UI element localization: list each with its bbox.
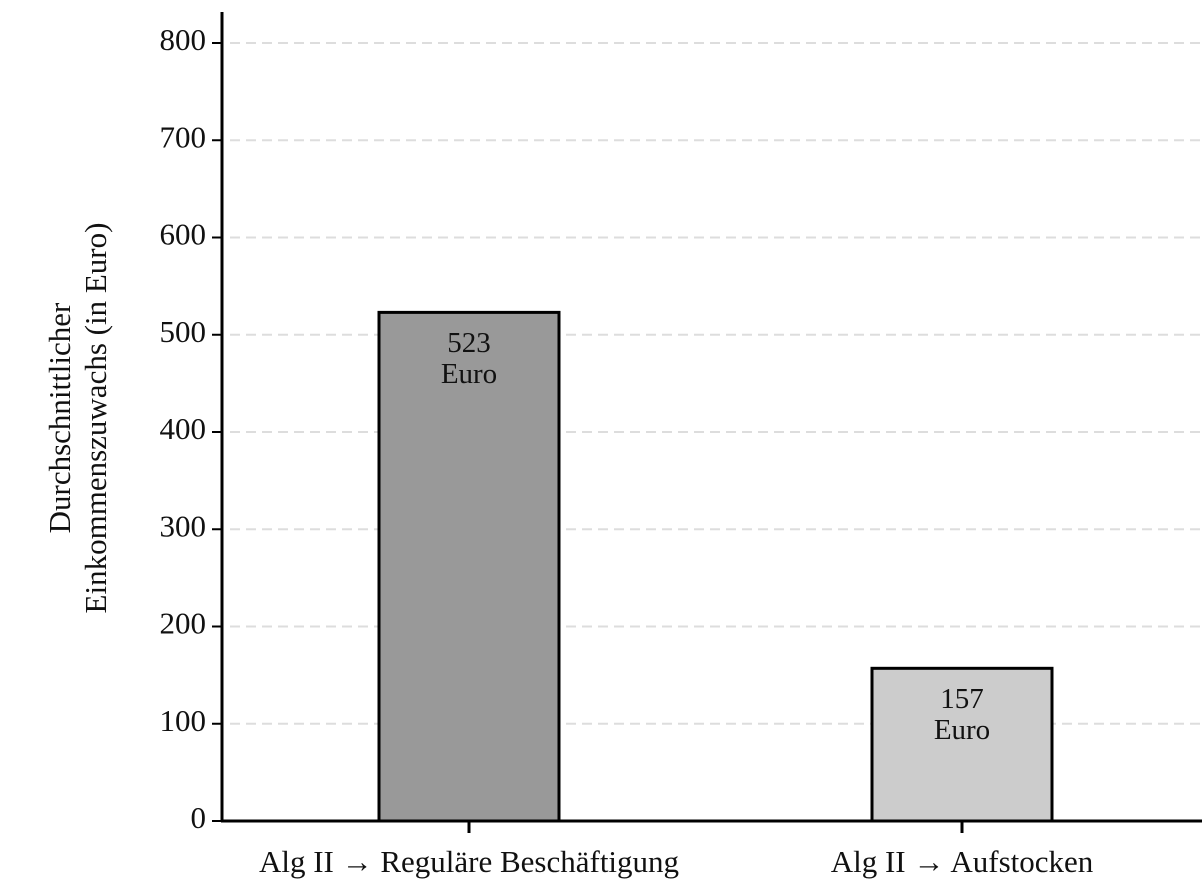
y-tick-label: 800 bbox=[160, 22, 207, 57]
y-tick-label: 700 bbox=[160, 119, 207, 154]
y-tick-label: 0 bbox=[191, 800, 207, 835]
x-tick-label: Alg II → Aufstocken bbox=[831, 844, 1094, 879]
y-tick-label: 200 bbox=[160, 606, 207, 641]
y-axis-label: Durchschnittlicher Einkommenszuwachs (in… bbox=[42, 222, 113, 614]
bar bbox=[870, 666, 1054, 823]
x-tick-label: Alg II → Reguläre Beschäftigung bbox=[259, 844, 679, 879]
y-tick-label: 600 bbox=[160, 217, 207, 252]
bar bbox=[377, 310, 561, 823]
y-tick-label: 100 bbox=[160, 703, 207, 738]
data-label: 523 Euro bbox=[440, 327, 498, 391]
y-tick-label: 300 bbox=[160, 508, 207, 543]
y-tick-label: 500 bbox=[160, 314, 207, 349]
y-tick-label: 400 bbox=[160, 411, 207, 446]
data-label: 157 Euro bbox=[933, 683, 991, 747]
